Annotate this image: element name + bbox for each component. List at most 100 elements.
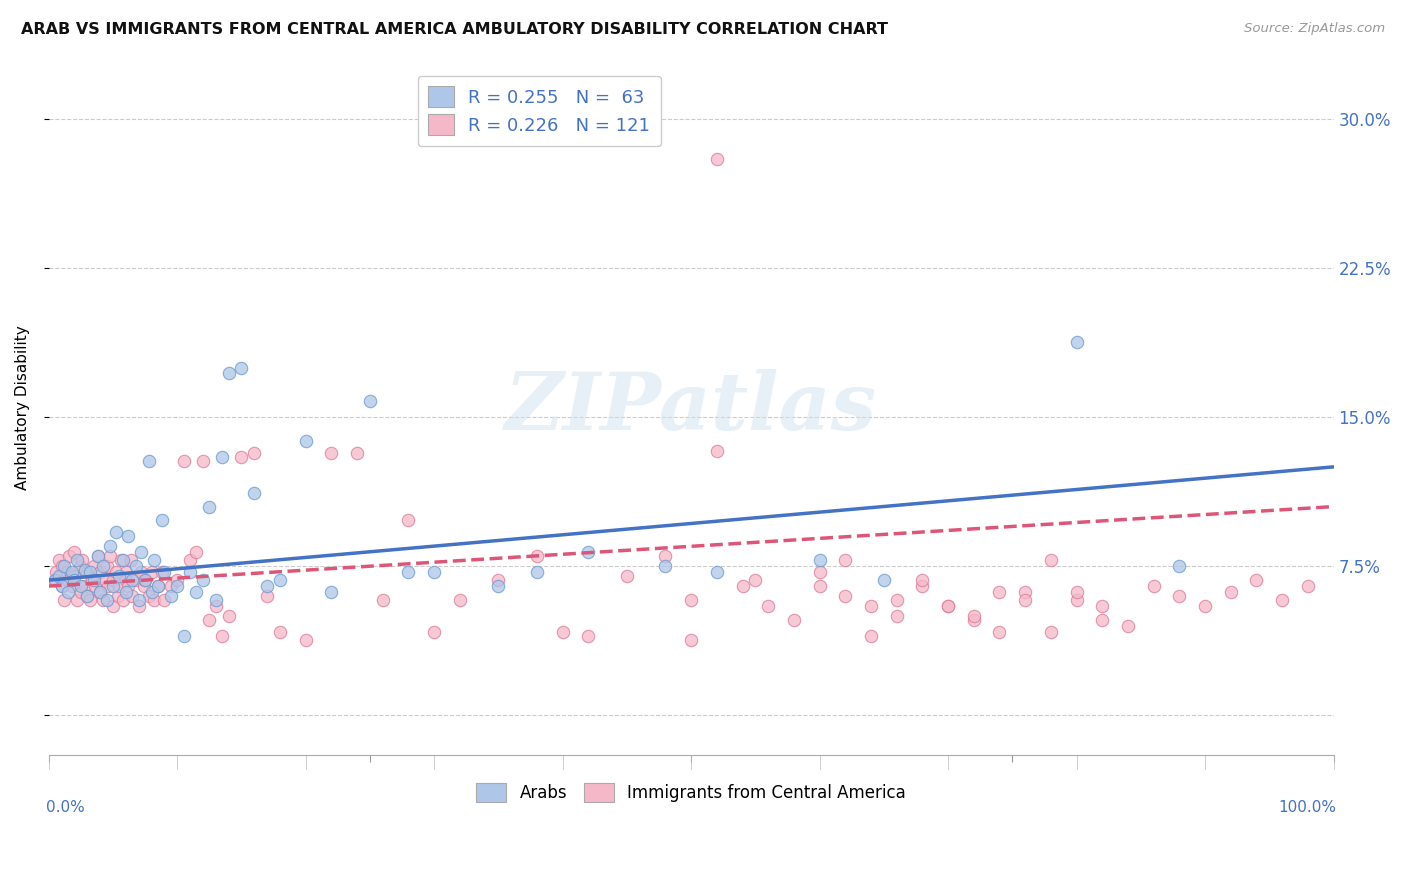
Point xyxy=(53,559,76,574)
Point xyxy=(211,450,233,464)
Point xyxy=(51,579,73,593)
Point xyxy=(56,585,79,599)
Point xyxy=(44,573,66,587)
Point xyxy=(936,599,959,613)
Point xyxy=(706,565,728,579)
Point xyxy=(166,579,188,593)
Point xyxy=(198,613,221,627)
Point xyxy=(66,593,89,607)
Point xyxy=(83,573,105,587)
Point xyxy=(1039,553,1062,567)
Point xyxy=(121,573,143,587)
Point xyxy=(1014,585,1036,599)
Point xyxy=(423,565,446,579)
Point xyxy=(681,632,703,647)
Point xyxy=(1116,619,1139,633)
Point xyxy=(859,629,882,643)
Point xyxy=(94,573,117,587)
Point xyxy=(1091,599,1114,613)
Point xyxy=(243,485,266,500)
Point xyxy=(449,593,471,607)
Point xyxy=(63,545,86,559)
Point xyxy=(138,589,160,603)
Point xyxy=(56,573,79,587)
Point xyxy=(1219,585,1241,599)
Point xyxy=(134,573,156,587)
Point xyxy=(198,500,221,514)
Point xyxy=(101,573,124,587)
Point xyxy=(486,573,509,587)
Point xyxy=(66,553,89,567)
Point xyxy=(141,565,163,579)
Point xyxy=(256,589,278,603)
Point xyxy=(1014,593,1036,607)
Point xyxy=(211,629,233,643)
Point xyxy=(859,599,882,613)
Point xyxy=(143,593,166,607)
Point xyxy=(44,573,66,587)
Point xyxy=(96,593,118,607)
Point xyxy=(526,565,548,579)
Point xyxy=(100,549,122,564)
Point xyxy=(186,545,208,559)
Point xyxy=(150,565,173,579)
Text: 100.0%: 100.0% xyxy=(1278,800,1336,815)
Point xyxy=(91,559,114,574)
Point xyxy=(1066,585,1088,599)
Point xyxy=(1194,599,1216,613)
Point xyxy=(79,593,101,607)
Point xyxy=(706,444,728,458)
Point xyxy=(359,394,381,409)
Point xyxy=(269,573,291,587)
Point xyxy=(1066,593,1088,607)
Point xyxy=(112,553,135,567)
Point xyxy=(100,539,122,553)
Point xyxy=(1168,589,1191,603)
Point xyxy=(911,573,934,587)
Point xyxy=(173,629,195,643)
Point xyxy=(911,579,934,593)
Point xyxy=(191,454,214,468)
Point xyxy=(138,454,160,468)
Point xyxy=(114,585,136,599)
Point xyxy=(756,599,779,613)
Point xyxy=(1143,579,1166,593)
Point xyxy=(60,565,83,579)
Point xyxy=(744,573,766,587)
Y-axis label: Ambulatory Disability: Ambulatory Disability xyxy=(15,325,30,490)
Point xyxy=(398,514,420,528)
Point xyxy=(1246,573,1268,587)
Point xyxy=(269,624,291,639)
Point xyxy=(114,565,136,579)
Point xyxy=(218,608,240,623)
Text: Source: ZipAtlas.com: Source: ZipAtlas.com xyxy=(1244,22,1385,36)
Point xyxy=(146,579,169,593)
Point xyxy=(256,579,278,593)
Point xyxy=(51,579,73,593)
Point xyxy=(89,585,111,599)
Point xyxy=(321,585,343,599)
Point xyxy=(97,579,120,593)
Point xyxy=(121,589,143,603)
Point xyxy=(58,549,80,564)
Point xyxy=(150,514,173,528)
Point xyxy=(179,553,201,567)
Point xyxy=(108,569,131,583)
Point xyxy=(112,593,135,607)
Point xyxy=(576,629,599,643)
Point xyxy=(128,599,150,613)
Point xyxy=(218,367,240,381)
Point xyxy=(86,549,108,564)
Point xyxy=(73,563,96,577)
Point xyxy=(398,565,420,579)
Legend: Arabs, Immigrants from Central America: Arabs, Immigrants from Central America xyxy=(470,777,912,809)
Point xyxy=(86,549,108,564)
Point xyxy=(63,573,86,587)
Point xyxy=(70,553,93,567)
Point xyxy=(146,579,169,593)
Point xyxy=(48,553,70,567)
Point xyxy=(143,553,166,567)
Point xyxy=(101,579,124,593)
Point xyxy=(423,624,446,639)
Point xyxy=(76,565,98,579)
